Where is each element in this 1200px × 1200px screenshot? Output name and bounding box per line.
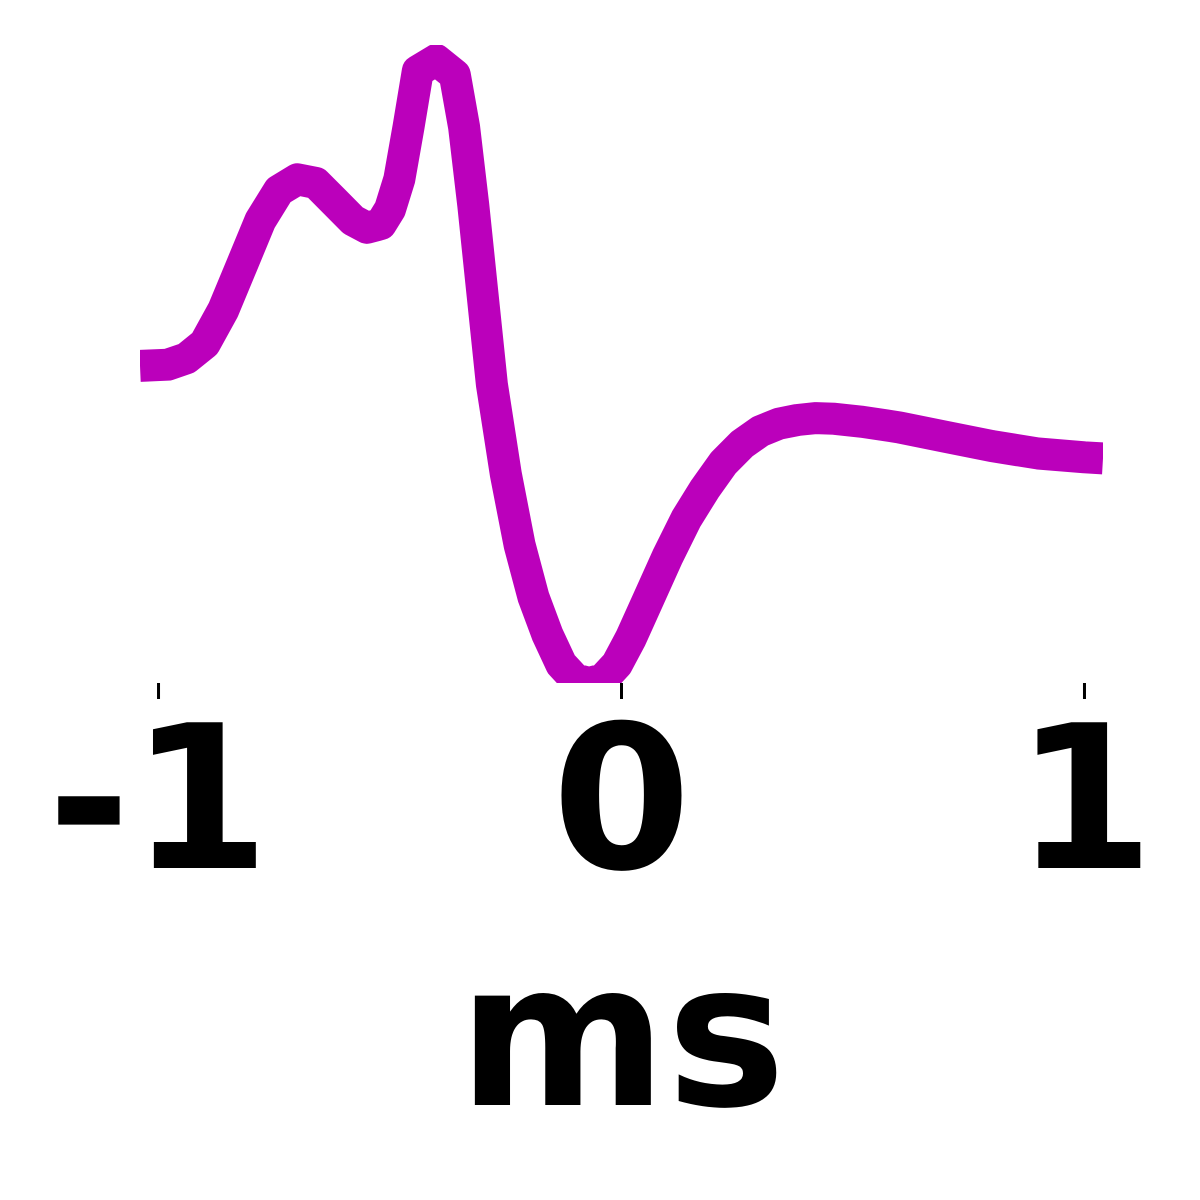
x-axis-tick-labels: -1 0 1	[47, 683, 1154, 916]
x-axis-label: ms	[458, 920, 785, 1153]
x-tick-label: 1	[1015, 683, 1154, 916]
x-axis-ticks	[157, 683, 1086, 699]
plot-area	[140, 45, 1103, 683]
x-tick-label: -1	[47, 683, 269, 916]
series-line-0	[140, 45, 1103, 683]
x-tick-label: 0	[552, 683, 691, 916]
